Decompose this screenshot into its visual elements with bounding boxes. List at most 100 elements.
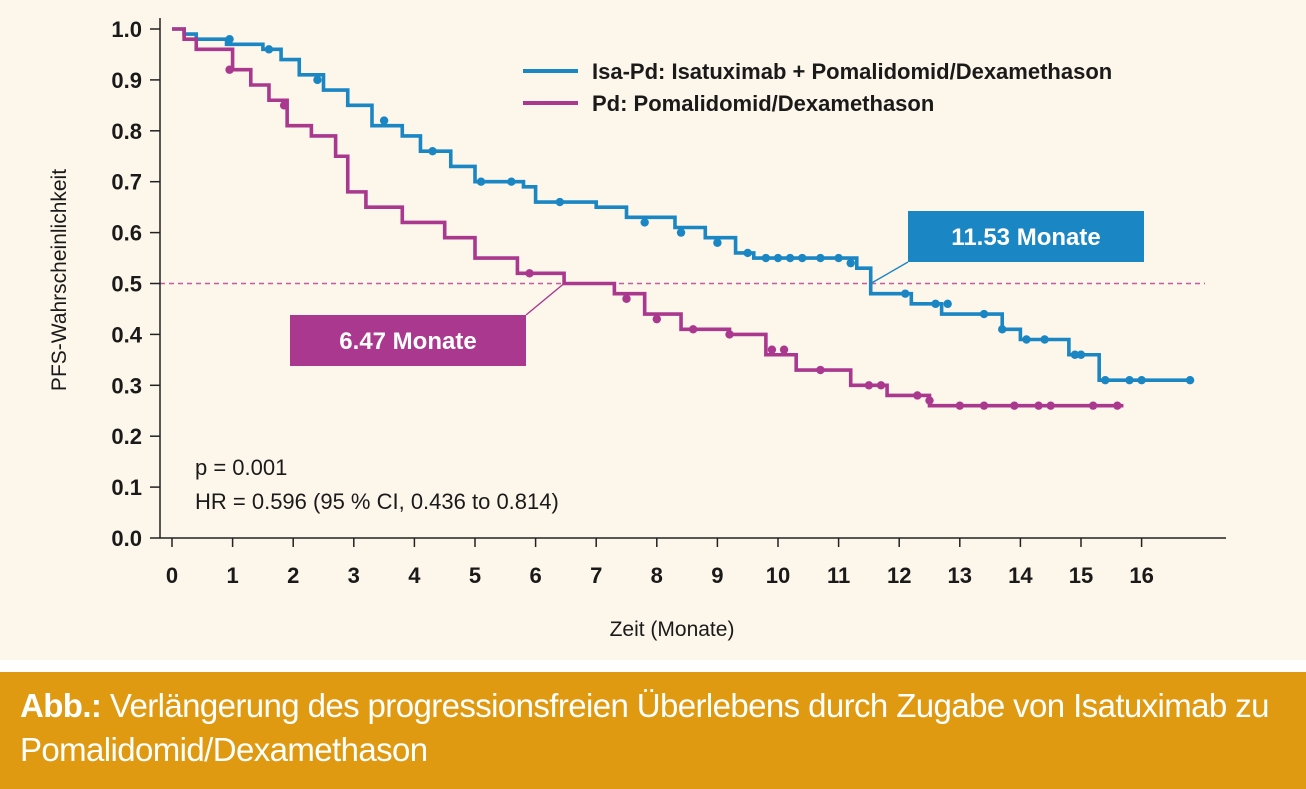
y-tick-label: 0.2	[111, 424, 142, 449]
censor-mark	[640, 218, 649, 227]
callout-label: 6.47 Monate	[339, 328, 476, 355]
censor-mark	[931, 299, 940, 309]
censor-mark	[676, 228, 686, 237]
censor-mark	[876, 381, 886, 390]
censor-mark	[816, 253, 825, 263]
censor-mark	[925, 396, 934, 405]
censor-mark	[1088, 401, 1098, 410]
censor-mark	[998, 325, 1007, 334]
callout-leader	[870, 261, 909, 285]
km-step-line	[172, 27, 1191, 383]
x-tick-label: 4	[408, 563, 421, 588]
series-pd	[172, 27, 1124, 410]
censor-mark	[798, 253, 807, 263]
censor-mark	[1101, 376, 1110, 385]
censor-mark	[725, 330, 734, 339]
median-callout-isa-pd: 11.53 Monate	[870, 211, 1144, 285]
censor-mark	[379, 116, 389, 125]
series-isa-pd	[172, 27, 1195, 385]
km-chart: 0.00.10.20.30.40.50.60.70.80.91.00 1 2 3 4 5 6…	[48, 17, 1226, 641]
censor-mark	[834, 253, 843, 263]
censor-mark	[1040, 335, 1049, 344]
y-tick-label: 0.6	[111, 221, 142, 246]
censor-mark	[225, 65, 234, 74]
callout-box	[290, 315, 526, 366]
censor-mark	[1185, 376, 1195, 385]
censor-mark	[761, 253, 771, 263]
caption-label: Abb.:	[20, 687, 102, 724]
legend-label: Pd: Pomalidomid/Dexamethason	[592, 91, 934, 116]
censor-mark	[943, 299, 952, 309]
censor-mark	[1137, 376, 1146, 385]
y-tick-label: 0.8	[111, 119, 142, 144]
callout-leader	[525, 282, 565, 316]
y-tick-label: 0.3	[111, 373, 142, 398]
censor-mark	[1113, 401, 1122, 410]
x-tick-label: 15	[1069, 563, 1093, 588]
x-tick-label: 12	[887, 563, 911, 588]
censor-mark	[901, 289, 910, 298]
censor-mark	[1010, 401, 1019, 410]
censor-mark	[279, 101, 289, 110]
y-axis-title: PFS-Wahrscheinlichkeit	[48, 169, 71, 391]
x-tick-label: 0	[166, 563, 178, 588]
censor-mark	[1034, 401, 1043, 410]
caption-text: Verlängerung des progressionsfreien Über…	[20, 687, 1270, 768]
x-tick-label: 6	[529, 563, 541, 588]
censor-mark	[767, 345, 777, 354]
censor-mark	[1070, 350, 1080, 359]
censor-mark	[979, 401, 989, 410]
hazard-ratio-text: HR = 0.596 (95 % CI, 0.436 to 0.814)	[195, 489, 559, 514]
x-tick-label: 2	[287, 563, 299, 588]
x-tick-label: 11	[827, 563, 850, 588]
y-tick-label: 0.0	[111, 526, 142, 551]
p-value-text: p = 0.001	[195, 455, 287, 480]
censor-mark	[979, 309, 989, 319]
callout-box	[908, 211, 1144, 262]
censor-mark	[785, 253, 795, 263]
median-callout-pd: 6.47 Monate	[290, 282, 565, 366]
censor-mark	[476, 177, 486, 186]
censor-mark	[313, 75, 322, 85]
x-tick-label: 8	[651, 563, 663, 588]
censor-mark	[507, 177, 516, 186]
legend-label: Isa-Pd: Isatuximab + Pomalidomid/Dexamet…	[592, 59, 1112, 84]
censor-mark	[713, 238, 722, 247]
censor-mark	[1022, 335, 1031, 344]
censor-mark	[779, 345, 789, 354]
x-tick-label: 7	[590, 563, 602, 588]
censor-mark	[1125, 376, 1134, 385]
censor-mark	[955, 401, 964, 410]
x-tick-label: 13	[948, 563, 972, 588]
censor-mark	[1076, 350, 1086, 359]
censor-mark	[1046, 401, 1055, 410]
x-tick-label: 16	[1129, 563, 1153, 588]
km-step-line	[172, 27, 1124, 408]
figure-caption: Abb.: Verlängerung des progressionsfreie…	[0, 672, 1306, 789]
censor-mark	[743, 248, 752, 258]
censor-mark	[622, 294, 631, 303]
y-tick-label: 0.7	[111, 170, 142, 195]
caption-divider	[0, 660, 1306, 672]
censor-mark	[816, 365, 825, 375]
censor-mark	[913, 391, 922, 400]
censor-mark	[428, 146, 437, 156]
x-tick-label: 9	[711, 563, 723, 588]
censor-mark	[864, 381, 874, 390]
callout-label: 11.53 Monate	[951, 224, 1100, 251]
x-axis-title: Zeit (Monate)	[610, 618, 735, 641]
y-tick-label: 1.0	[111, 17, 142, 42]
x-tick-label: 1	[226, 563, 238, 588]
y-tick-label: 0.9	[111, 68, 142, 93]
x-tick-label: 3	[348, 563, 360, 588]
chart-area: 0.0 0.1 0.2 0.3 0.4 0.5 0.6 0.7 0.8 0.9 1.0 0 1 2 3 4 5 6…	[48, 17, 1226, 641]
x-tick-label: 5	[469, 563, 481, 588]
censor-mark	[525, 269, 534, 278]
y-tick-label: 0.1	[111, 475, 142, 500]
censor-mark	[264, 45, 274, 54]
x-tick-label: 10	[766, 563, 790, 588]
censor-mark	[846, 258, 855, 268]
censor-mark	[773, 253, 783, 263]
y-tick-label: 0.4	[111, 322, 142, 347]
y-tick-label: 0.5	[111, 272, 142, 297]
